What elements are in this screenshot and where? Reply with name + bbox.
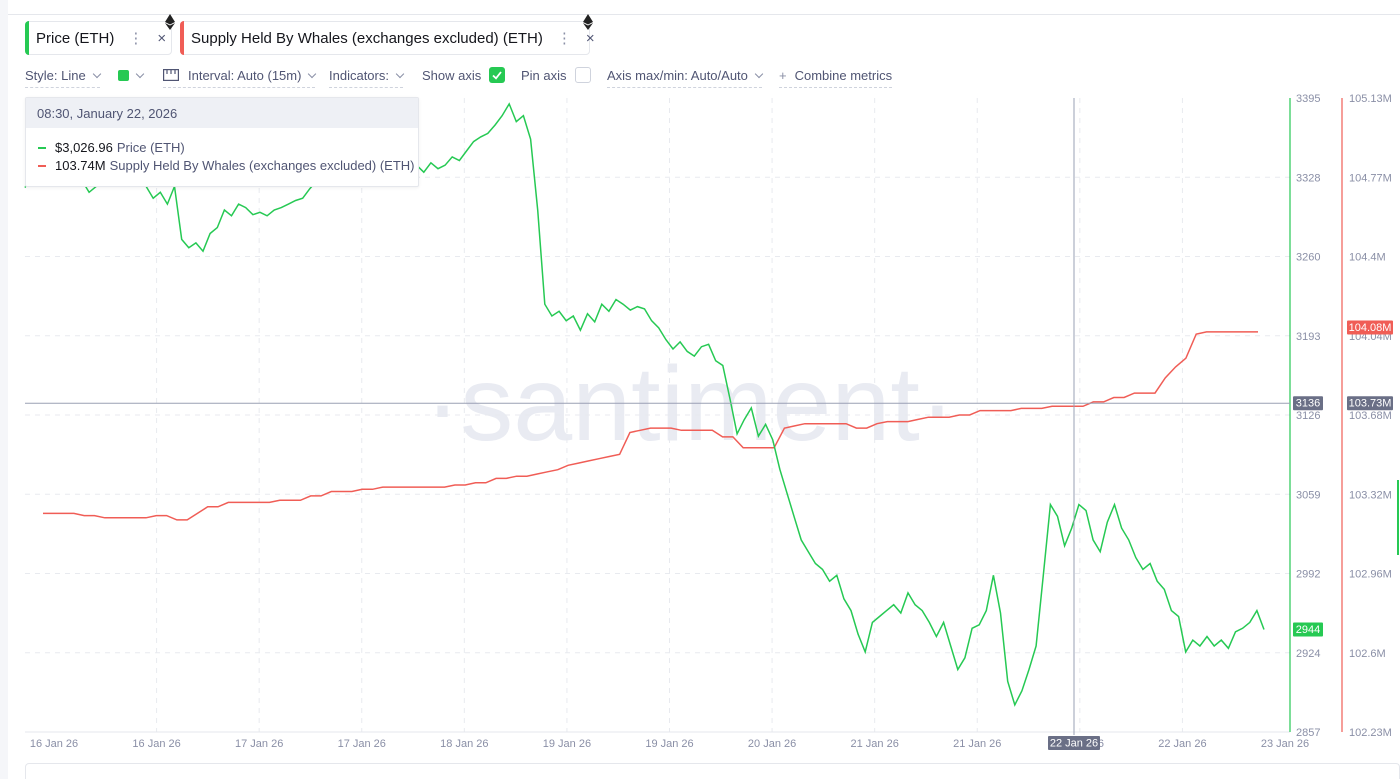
whale-tick-label: 104.77M	[1349, 172, 1392, 184]
series-line-whales	[43, 331, 1258, 521]
dots-vertical-icon[interactable]: ⋮	[128, 30, 144, 47]
dots-vertical-icon[interactable]: ⋮	[556, 30, 572, 47]
style-dropdown[interactable]: Style: Line	[25, 66, 101, 88]
x-tick-label: 21 Jan 26	[953, 738, 1001, 750]
minimap-navigator[interactable]	[25, 763, 1400, 779]
whale-tick-label: 103.68M	[1349, 410, 1392, 422]
check-icon	[492, 71, 502, 80]
whale-tick-label: 103.32M	[1349, 489, 1392, 501]
ruler-icon	[163, 69, 179, 81]
price-tick-label: 3328	[1296, 172, 1320, 184]
left-edge-strip	[0, 0, 8, 779]
axis-maxmin-label: Axis max/min: Auto/Auto	[607, 67, 748, 83]
x-tick-label: 16 Jan 26	[132, 738, 180, 750]
hover-tooltip: 08:30, January 22, 2026 $3,026.96 Price …	[25, 97, 419, 187]
price-tick-label: 2992	[1296, 569, 1320, 581]
price-tick-label: 3260	[1296, 252, 1320, 264]
close-icon[interactable]: ×	[157, 29, 167, 47]
ethereum-icon	[583, 14, 593, 30]
ethereum-icon	[165, 14, 175, 30]
metric-color-bar	[180, 21, 184, 55]
whale-hover-badge-text: 103.73M	[1349, 398, 1392, 410]
x-tick-label: 19 Jan 26	[543, 738, 591, 750]
price-tick-label: 3059	[1296, 489, 1320, 501]
price-hover-badge-bg	[1293, 396, 1323, 411]
tooltip-label: Price (ETH)	[116, 140, 185, 155]
metric-name: Supply Held By Whales (exchanges exclude…	[191, 29, 543, 47]
grid-lines	[25, 98, 1290, 732]
whale-tick-label: 102.96M	[1349, 569, 1392, 581]
x-tick-label: 18 Jan 26	[440, 738, 488, 750]
close-icon[interactable]: ×	[585, 29, 595, 47]
top-divider	[8, 14, 1400, 15]
whale-axis-ticks: 105.13M104.77M104.4M104.04M103.68M103.32…	[1349, 93, 1392, 739]
metric-tag-whales[interactable]: Supply Held By Whales (exchanges exclude…	[180, 14, 595, 55]
legend-dash	[38, 164, 46, 167]
price-tick-label: 2924	[1296, 648, 1320, 660]
whale-current-badge-bg	[1347, 320, 1393, 335]
x-tick-label: 16 Jan 26	[30, 738, 78, 750]
combine-metrics-label: Combine metrics	[794, 67, 893, 83]
legend-dash	[38, 146, 46, 149]
x-tick-label: 20 Jan 26	[748, 738, 796, 750]
combine-metrics-button[interactable]: + Combine metrics	[779, 66, 893, 88]
whale-tick-label: 104.4M	[1349, 252, 1386, 264]
indicators-label: Indicators:	[329, 67, 389, 83]
x-tick-label: 22 Jan 26	[1158, 738, 1206, 750]
price-tick-label: 3126	[1296, 410, 1320, 422]
pin-axis-label: Pin axis	[521, 67, 567, 83]
metric-color-bar	[25, 21, 29, 55]
show-axis-toggle[interactable]: Show axis	[422, 66, 506, 84]
crosshair-date-badge-text: 22 Jan 26	[1050, 738, 1098, 750]
series-line-price	[24, 102, 1265, 707]
price-axis-ticks: 3395 3328 3260 3193 3126 3059 2992 2924 2857	[1296, 93, 1320, 739]
price-current-badge-bg	[1293, 622, 1323, 637]
style-label: Style: Line	[25, 67, 86, 83]
plus-icon: +	[779, 67, 787, 83]
tooltip-row-whales: 103.74M Supply Held By Whales (exchanges…	[38, 158, 415, 173]
whale-hover-badge: 103.73M	[1347, 396, 1393, 411]
price-hover-badge: 3136	[1293, 396, 1323, 411]
x-axis-ticks: 16 Jan 26 16 Jan 26 17 Jan 26 17 Jan 26 18 J…	[30, 738, 1309, 750]
price-current-badge: 2944	[1293, 622, 1323, 637]
color-picker[interactable]	[118, 66, 145, 84]
checkbox-unchecked[interactable]	[574, 67, 591, 83]
tooltip-value: 103.74M	[55, 158, 106, 173]
metric-tag-price[interactable]: Price (ETH) ⋮ ×	[25, 14, 175, 55]
crosshair-date-badge: 22 Jan 26	[1048, 736, 1100, 750]
price-tick-label: 3193	[1296, 331, 1320, 343]
whale-tick-label: 102.6M	[1349, 648, 1386, 660]
x-tick-label: 17 Jan 26	[338, 738, 386, 750]
price-tick-label: 2857	[1296, 727, 1320, 739]
whale-tick-label: 105.13M	[1349, 93, 1392, 105]
axis-badges: 2944 3136 104.08M 103.73M 22 Jan 26	[1048, 320, 1393, 750]
x-tick-label: 19 Jan 26	[645, 738, 693, 750]
whale-current-badge: 104.08M	[1347, 320, 1393, 335]
color-swatch	[118, 69, 129, 81]
interval-label: Interval: Auto (15m)	[188, 67, 302, 83]
tooltip-row-price: $3,026.96 Price (ETH)	[38, 140, 185, 155]
whale-hover-badge-bg	[1347, 396, 1393, 411]
price-tick-label: 3395	[1296, 93, 1320, 105]
pin-axis-toggle[interactable]: Pin axis	[521, 66, 591, 84]
tooltip-label: Supply Held By Whales (exchanges exclude…	[109, 158, 415, 173]
indicators-dropdown[interactable]: Indicators:	[329, 66, 405, 88]
checkbox-checked[interactable]	[489, 67, 506, 83]
show-axis-label: Show axis	[422, 67, 482, 83]
price-hover-badge-text: 3136	[1296, 398, 1320, 410]
x-tick-label: 21 Jan 26	[851, 738, 899, 750]
interval-dropdown[interactable]: Interval: Auto (15m)	[163, 66, 317, 88]
x-tick-label: 17 Jan 26	[235, 738, 283, 750]
tooltip-date: 08:30, January 22, 2026	[26, 98, 418, 128]
tooltip-value: $3,026.96	[55, 140, 113, 155]
metric-name: Price (ETH)	[36, 29, 115, 47]
x-tick-label: 23 Jan 26	[1261, 738, 1309, 750]
crosshair-date-badge-bg	[1048, 736, 1100, 750]
whale-current-badge-text: 104.08M	[1349, 322, 1392, 334]
watermark: ·santiment·	[425, 345, 955, 463]
whale-tick-label: 102.23M	[1349, 727, 1392, 739]
axis-maxmin-dropdown[interactable]: Axis max/min: Auto/Auto	[607, 66, 764, 88]
price-current-badge-text: 2944	[1296, 624, 1320, 636]
